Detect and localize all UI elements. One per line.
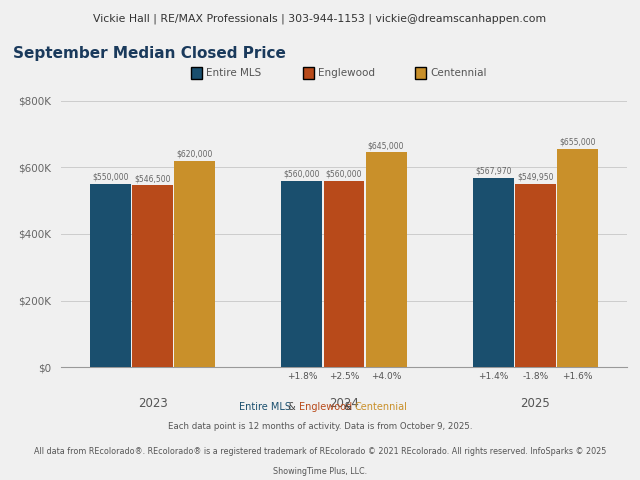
Text: All data from REcolorado®. REcolorado® is a registered trademark of REcolorado ©: All data from REcolorado®. REcolorado® i… xyxy=(34,447,606,456)
Text: $620,000: $620,000 xyxy=(177,150,213,158)
Bar xyxy=(174,161,215,367)
Bar xyxy=(557,149,598,367)
FancyBboxPatch shape xyxy=(191,67,202,79)
Text: $567,970: $567,970 xyxy=(475,167,511,176)
Text: ShowingTime Plus, LLC.: ShowingTime Plus, LLC. xyxy=(273,467,367,476)
Text: Centennial: Centennial xyxy=(430,68,486,78)
Text: $549,950: $549,950 xyxy=(517,173,554,182)
Text: $550,000: $550,000 xyxy=(92,173,129,182)
Text: $546,500: $546,500 xyxy=(134,174,171,183)
Text: Vickie Hall | RE/MAX Professionals | 303-944-1153 | vickie@dreamscanhappen.com: Vickie Hall | RE/MAX Professionals | 303… xyxy=(93,13,547,24)
Text: &: & xyxy=(340,402,355,412)
Text: Entire MLS: Entire MLS xyxy=(206,68,261,78)
Text: +1.4%: +1.4% xyxy=(478,372,508,381)
Text: Englewood: Englewood xyxy=(300,402,353,412)
Text: $645,000: $645,000 xyxy=(368,141,404,150)
Text: September Median Closed Price: September Median Closed Price xyxy=(13,47,285,61)
Text: &: & xyxy=(285,402,300,412)
Bar xyxy=(90,184,131,367)
Text: +1.8%: +1.8% xyxy=(287,372,317,381)
Bar xyxy=(132,185,173,367)
FancyBboxPatch shape xyxy=(303,67,314,79)
Bar xyxy=(515,184,556,367)
Bar xyxy=(324,180,364,367)
Text: $560,000: $560,000 xyxy=(284,169,320,179)
Bar xyxy=(365,152,406,367)
Text: Centennial: Centennial xyxy=(355,402,408,412)
Text: +1.6%: +1.6% xyxy=(562,372,593,381)
Text: -1.8%: -1.8% xyxy=(522,372,548,381)
FancyBboxPatch shape xyxy=(415,67,426,79)
Text: $560,000: $560,000 xyxy=(326,169,362,179)
Text: $655,000: $655,000 xyxy=(559,138,596,147)
Text: +2.5%: +2.5% xyxy=(329,372,359,381)
Text: +4.0%: +4.0% xyxy=(371,372,401,381)
Text: Each data point is 12 months of activity. Data is from October 9, 2025.: Each data point is 12 months of activity… xyxy=(168,422,472,431)
Text: Entire MLS: Entire MLS xyxy=(239,402,291,412)
Text: Englewood: Englewood xyxy=(318,68,375,78)
Bar xyxy=(473,178,514,367)
Bar xyxy=(282,180,323,367)
